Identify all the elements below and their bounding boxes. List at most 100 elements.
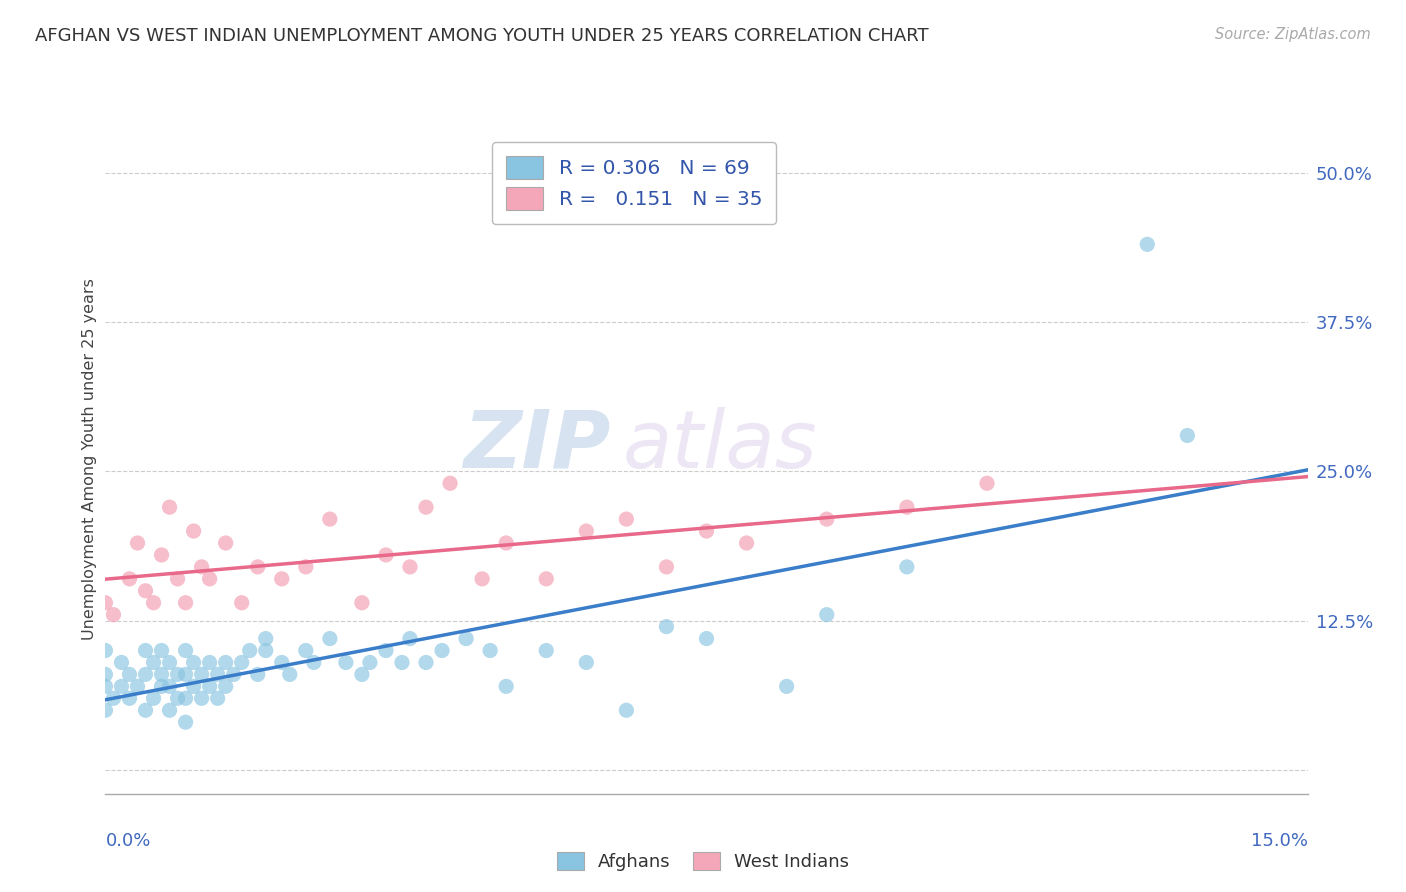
Point bbox=[776, 679, 799, 693]
Point bbox=[439, 476, 461, 491]
Point bbox=[159, 500, 181, 515]
Point bbox=[183, 524, 205, 538]
Point bbox=[246, 667, 269, 681]
Point bbox=[896, 560, 918, 574]
Legend: R = 0.306   N = 69, R =   0.151   N = 35: R = 0.306 N = 69, R = 0.151 N = 35 bbox=[492, 142, 776, 225]
Point bbox=[190, 691, 212, 706]
Point bbox=[815, 512, 838, 526]
Point bbox=[399, 560, 422, 574]
Point bbox=[150, 643, 173, 657]
Point bbox=[150, 679, 173, 693]
Y-axis label: Unemployment Among Youth under 25 years: Unemployment Among Youth under 25 years bbox=[82, 278, 97, 640]
Text: atlas: atlas bbox=[623, 407, 817, 485]
Point bbox=[374, 548, 398, 562]
Point bbox=[454, 632, 477, 646]
Text: 15.0%: 15.0% bbox=[1250, 831, 1308, 849]
Point bbox=[319, 512, 342, 526]
Point bbox=[239, 643, 262, 657]
Point bbox=[94, 679, 117, 693]
Point bbox=[174, 715, 197, 730]
Point bbox=[174, 691, 197, 706]
Point bbox=[655, 619, 678, 633]
Point bbox=[399, 632, 422, 646]
Point bbox=[350, 596, 373, 610]
Point bbox=[696, 524, 718, 538]
Point bbox=[135, 583, 157, 598]
Text: 0.0%: 0.0% bbox=[105, 831, 150, 849]
Point bbox=[270, 572, 292, 586]
Point bbox=[295, 560, 318, 574]
Point bbox=[254, 632, 277, 646]
Point bbox=[118, 572, 141, 586]
Point bbox=[350, 667, 373, 681]
Legend: Afghans, West Indians: Afghans, West Indians bbox=[550, 845, 856, 879]
Point bbox=[415, 656, 437, 670]
Point bbox=[207, 667, 229, 681]
Point bbox=[655, 560, 678, 574]
Point bbox=[94, 667, 117, 681]
Point bbox=[391, 656, 413, 670]
Point bbox=[94, 596, 117, 610]
Point bbox=[479, 643, 502, 657]
Point bbox=[696, 632, 718, 646]
Point bbox=[198, 656, 221, 670]
Point bbox=[495, 536, 517, 550]
Point bbox=[302, 656, 325, 670]
Point bbox=[183, 679, 205, 693]
Point bbox=[214, 536, 236, 550]
Point bbox=[278, 667, 301, 681]
Point bbox=[534, 572, 557, 586]
Point bbox=[135, 703, 157, 717]
Point bbox=[135, 643, 157, 657]
Point bbox=[335, 656, 357, 670]
Point bbox=[127, 679, 149, 693]
Point bbox=[231, 656, 253, 670]
Point bbox=[270, 656, 292, 670]
Text: ZIP: ZIP bbox=[463, 407, 610, 485]
Point bbox=[471, 572, 494, 586]
Point bbox=[254, 643, 277, 657]
Point bbox=[110, 679, 132, 693]
Point bbox=[616, 703, 638, 717]
Point bbox=[430, 643, 453, 657]
Point bbox=[359, 656, 381, 670]
Point bbox=[1177, 428, 1199, 442]
Point bbox=[815, 607, 838, 622]
Point bbox=[166, 572, 188, 586]
Point bbox=[534, 643, 557, 657]
Point bbox=[159, 703, 181, 717]
Point bbox=[166, 667, 188, 681]
Point bbox=[174, 643, 197, 657]
Point bbox=[222, 667, 245, 681]
Point bbox=[198, 679, 221, 693]
Point bbox=[174, 667, 197, 681]
Point bbox=[94, 643, 117, 657]
Point bbox=[246, 560, 269, 574]
Point bbox=[183, 656, 205, 670]
Point bbox=[174, 596, 197, 610]
Point bbox=[896, 500, 918, 515]
Point bbox=[118, 691, 141, 706]
Point bbox=[319, 632, 342, 646]
Point bbox=[118, 667, 141, 681]
Point bbox=[616, 512, 638, 526]
Point bbox=[166, 691, 188, 706]
Point bbox=[735, 536, 758, 550]
Text: AFGHAN VS WEST INDIAN UNEMPLOYMENT AMONG YOUTH UNDER 25 YEARS CORRELATION CHART: AFGHAN VS WEST INDIAN UNEMPLOYMENT AMONG… bbox=[35, 27, 929, 45]
Point bbox=[976, 476, 998, 491]
Point bbox=[415, 500, 437, 515]
Point bbox=[207, 691, 229, 706]
Point bbox=[1136, 237, 1159, 252]
Point bbox=[231, 596, 253, 610]
Point bbox=[295, 643, 318, 657]
Point bbox=[575, 656, 598, 670]
Point bbox=[103, 607, 125, 622]
Point bbox=[110, 656, 132, 670]
Point bbox=[142, 691, 165, 706]
Point bbox=[135, 667, 157, 681]
Point bbox=[198, 572, 221, 586]
Text: Source: ZipAtlas.com: Source: ZipAtlas.com bbox=[1215, 27, 1371, 42]
Point bbox=[495, 679, 517, 693]
Point bbox=[214, 656, 236, 670]
Point bbox=[159, 656, 181, 670]
